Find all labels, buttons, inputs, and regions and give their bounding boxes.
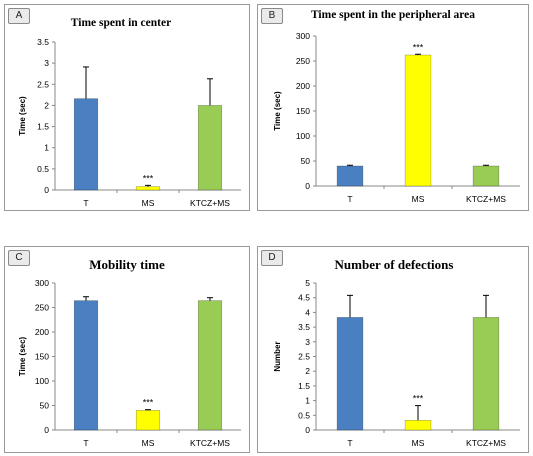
bar-ktcz-ms	[472, 165, 500, 187]
panel-label-d: D	[261, 250, 283, 266]
x-tick-label: T	[83, 438, 88, 448]
y-tick-label: 1	[44, 143, 49, 153]
panel-a: A Time spent in center Time (sec) 0 0.5 1 1.5…	[4, 4, 250, 211]
y-tick-label: 2.5	[298, 352, 310, 362]
bar-ms	[404, 54, 432, 187]
y-tick-label: 1	[305, 396, 310, 406]
significance-label: ***	[143, 398, 154, 408]
y-axis-label: Number	[273, 341, 282, 371]
chart-title: Number of defections	[335, 257, 454, 272]
y-tick-label: 200	[296, 81, 310, 91]
y-tick-label: 0	[305, 181, 310, 191]
panel-label-c: C	[8, 250, 30, 266]
panel-label-a: A	[8, 8, 30, 24]
x-tick-label: MS	[142, 198, 155, 208]
x-tick-label: KTCZ+MS	[190, 438, 230, 448]
bar-ktcz-ms	[197, 300, 223, 431]
panel-d: D Number of defections Number 0 0.5 1 1.5 2 2.5…	[257, 246, 529, 453]
y-axis-label: Time (sec)	[273, 91, 282, 131]
y-tick-label: 4.5	[298, 293, 310, 303]
y-tick-label: 0.5	[298, 410, 310, 420]
chart-c: Mobility time Time (sec) 0 50 100 150 200 250 30…	[18, 257, 241, 448]
x-tick-label: KTCZ+MS	[190, 198, 230, 208]
x-tick-label: MS	[142, 438, 155, 448]
bar-ms	[135, 410, 161, 431]
y-tick-label: 250	[296, 56, 310, 66]
bar-t	[336, 317, 364, 431]
y-tick-label: 3.5	[37, 37, 49, 47]
y-tick-label: 2.5	[37, 79, 49, 89]
significance-label: ***	[143, 173, 154, 183]
x-tick-label: T	[347, 438, 352, 448]
y-tick-label: 150	[296, 106, 310, 116]
y-tick-label: 1.5	[37, 122, 49, 132]
x-tick-label: KTCZ+MS	[466, 194, 506, 204]
chart-a: Time spent in center Time (sec) 0 0.5 1 1.5 2 2…	[18, 17, 241, 208]
y-tick-label: 3	[44, 58, 49, 68]
y-tick-label: 3.5	[298, 322, 310, 332]
y-tick-label: 3	[305, 337, 310, 347]
bar-ktcz-ms	[472, 317, 500, 431]
y-tick-label: 100	[35, 376, 49, 386]
y-tick-label: 200	[35, 327, 49, 337]
bar-t	[336, 165, 364, 187]
y-tick-label: 0	[305, 425, 310, 435]
bar-ktcz-ms	[197, 105, 223, 191]
significance-label: ***	[413, 394, 424, 404]
chart-title: Time spent in the peripheral area	[311, 9, 475, 21]
y-tick-label: 0	[44, 425, 49, 435]
y-tick-label: 300	[35, 278, 49, 288]
y-tick-label: 150	[35, 352, 49, 362]
chart-b: Time spent in the peripheral area Time (s…	[273, 9, 520, 204]
y-axis-label: Time (sec)	[18, 336, 27, 376]
x-tick-label: KTCZ+MS	[466, 438, 506, 448]
y-tick-label: 50	[40, 401, 50, 411]
y-tick-label: 5	[305, 278, 310, 288]
x-tick-label: MS	[412, 438, 425, 448]
x-tick-label: MS	[412, 194, 425, 204]
x-tick-label: T	[83, 198, 88, 208]
significance-label: ***	[413, 42, 424, 52]
chart-d: Number of defections Number 0 0.5 1 1.5 2 2.5 3 3…	[273, 257, 520, 448]
y-tick-label: 0.5	[37, 164, 49, 174]
y-tick-label: 100	[296, 131, 310, 141]
y-tick-label: 1.5	[298, 381, 310, 391]
y-tick-label: 300	[296, 31, 310, 41]
panel-label-b: B	[261, 8, 283, 24]
panel-b: B Time spent in the peripheral area Time …	[257, 4, 529, 211]
panel-c: C Mobility time Time (sec) 0 50 100 150 200 250…	[4, 246, 250, 453]
chart-title: Mobility time	[89, 257, 165, 272]
x-tick-label: T	[347, 194, 352, 204]
bar-ms	[135, 186, 161, 191]
chart-title: Time spent in center	[71, 17, 171, 29]
y-tick-label: 2	[44, 100, 49, 110]
y-axis-label: Time (sec)	[18, 96, 27, 136]
bar-t	[73, 98, 99, 191]
bar-ms	[404, 419, 432, 431]
y-tick-label: 2	[305, 366, 310, 376]
y-tick-label: 4	[305, 307, 310, 317]
y-tick-label: 250	[35, 303, 49, 313]
y-tick-label: 0	[44, 185, 49, 195]
bar-t	[73, 300, 99, 431]
y-tick-label: 50	[301, 156, 311, 166]
